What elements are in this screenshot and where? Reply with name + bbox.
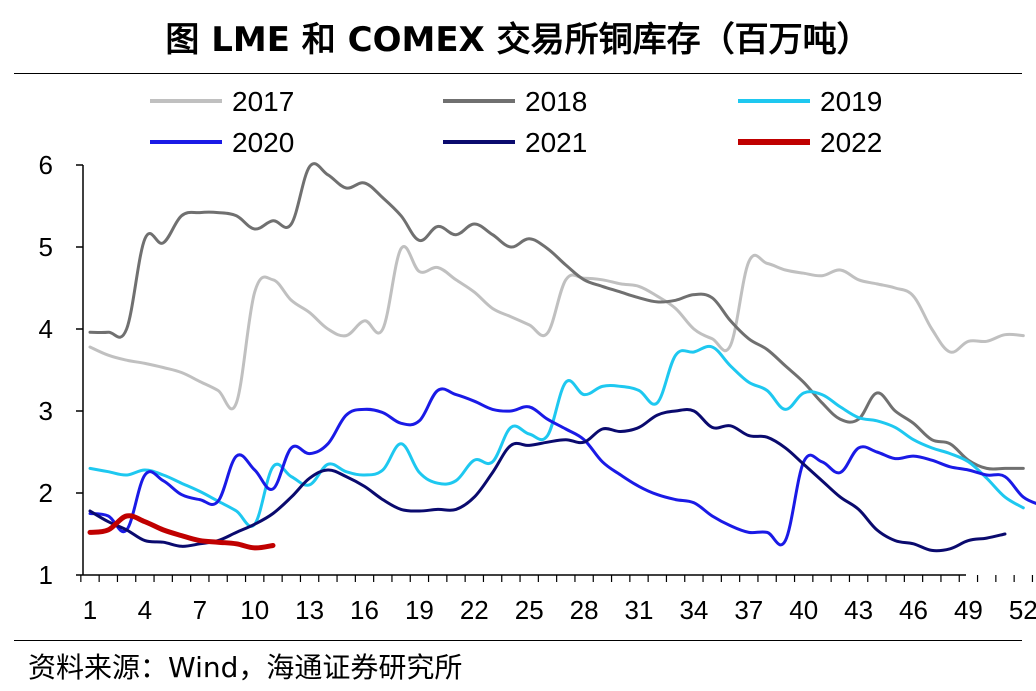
- series-line-2017: [88, 244, 1025, 411]
- x-tick-label: 19: [405, 595, 434, 625]
- x-tick-label: 52: [1009, 595, 1036, 625]
- y-axis: 1 2 3 4 5 6: [39, 150, 84, 590]
- chart-title: 图 LME 和 COMEX 交易所铜库存（百万吨）: [165, 19, 871, 60]
- series-line-2022: [87, 513, 276, 551]
- series-line-2021: [88, 407, 1007, 553]
- x-tick-label: 4: [138, 595, 152, 625]
- series-lines: [87, 162, 1036, 553]
- y-tick-label: 6: [39, 150, 53, 180]
- x-tick-label: 7: [193, 595, 207, 625]
- x-tick-label: 13: [295, 595, 324, 625]
- y-tick-label: 3: [39, 396, 53, 426]
- x-tick-label: 37: [734, 595, 763, 625]
- x-tick-label: 1: [83, 595, 97, 625]
- x-tick-label: 10: [240, 595, 269, 625]
- source-note: 资料来源：Wind，海通证券研究所: [28, 651, 463, 684]
- x-tick-label: 49: [954, 595, 983, 625]
- x-tick-label: 22: [460, 595, 489, 625]
- x-tick-label: 31: [625, 595, 654, 625]
- legend: 2017 2018 2019 2020 2021 2022: [150, 86, 882, 158]
- title-divider: [14, 73, 1022, 74]
- y-tick-label: 1: [39, 560, 53, 590]
- x-tick-label: 46: [899, 595, 928, 625]
- legend-label-2017: 2017: [232, 86, 294, 117]
- x-tick-label: 43: [844, 595, 873, 625]
- legend-label-2018: 2018: [525, 86, 587, 117]
- y-tick-label: 5: [39, 232, 53, 262]
- series-line-2019: [88, 344, 1025, 528]
- x-tick-label: 40: [789, 595, 818, 625]
- footer-divider: [14, 640, 1022, 641]
- y-tick-label: 4: [39, 314, 53, 344]
- series-line-2020: [88, 387, 1036, 547]
- legend-label-2021: 2021: [525, 127, 587, 158]
- x-tick-label: 34: [679, 595, 708, 625]
- x-tick-label: 25: [515, 595, 544, 625]
- y-tick-label: 2: [39, 478, 53, 508]
- x-tick-label: 28: [570, 595, 599, 625]
- x-axis: 1 4 7 10 13 16 19 22 25 28 31 34 37 40 43 46 49 52: [80, 574, 1036, 625]
- series-line-2018: [88, 162, 1025, 471]
- legend-label-2019: 2019: [820, 86, 882, 117]
- legend-label-2020: 2020: [232, 127, 294, 158]
- legend-label-2022: 2022: [820, 127, 882, 158]
- x-tick-label: 16: [350, 595, 379, 625]
